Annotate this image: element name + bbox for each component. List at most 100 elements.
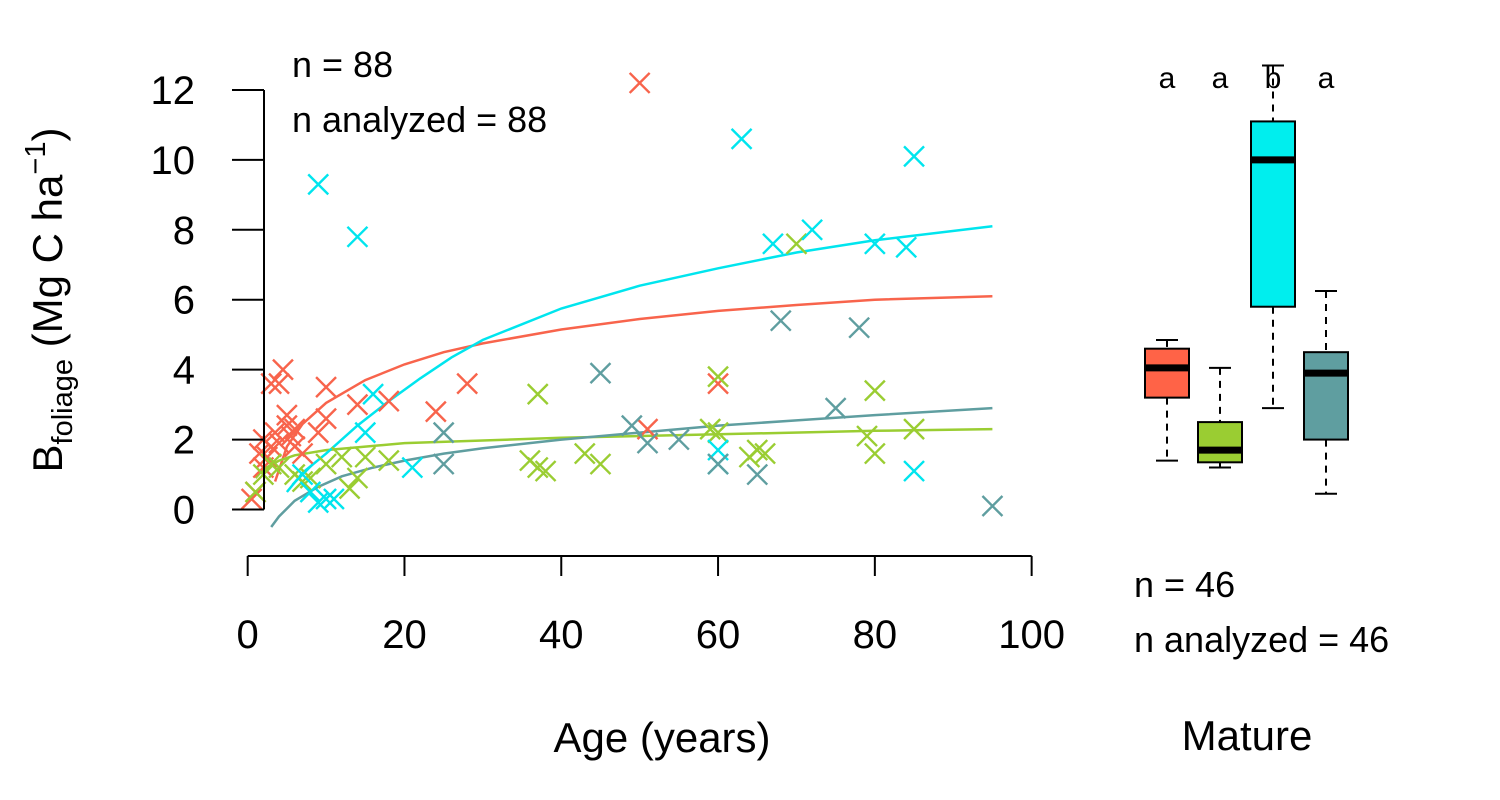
point-marker — [636, 432, 659, 454]
point-marker — [315, 376, 337, 398]
point-marker — [354, 446, 377, 468]
boxplot-1: a — [1197, 62, 1243, 469]
point-marker — [315, 453, 337, 475]
boxplot-panel: a a b a n = 46 n analyzed = 46 Mature — [1134, 62, 1389, 759]
boxplot-2: b — [1250, 62, 1296, 410]
point-marker — [346, 225, 369, 248]
y-tick-label: 12 — [151, 69, 196, 113]
point-marker — [903, 418, 925, 440]
point-marker — [272, 358, 294, 381]
y-axis-title-superscript: −1 — [20, 142, 52, 175]
fit-curve-2 — [285, 225, 993, 493]
point-marker — [401, 456, 424, 479]
point-marker — [628, 72, 651, 94]
point-marker — [346, 393, 369, 416]
point-marker — [346, 467, 369, 489]
point-marker — [362, 383, 384, 405]
point-marker — [730, 128, 753, 150]
y-axis-title-main: B — [24, 444, 71, 472]
point-marker — [903, 145, 925, 168]
point-marker — [746, 439, 769, 461]
y-axis-title-units: (Mg C ha — [24, 174, 71, 359]
point-marker — [707, 372, 729, 395]
point-marker — [589, 362, 612, 385]
box-iqr — [1197, 421, 1243, 464]
point-marker — [895, 236, 918, 259]
point-marker — [620, 414, 643, 437]
fit-curve-0 — [273, 294, 993, 482]
point-marker — [315, 407, 337, 430]
point-marker — [354, 421, 377, 444]
box-iqr — [1303, 351, 1349, 441]
point-marker — [526, 456, 549, 479]
point-marker — [707, 453, 729, 475]
point-marker — [307, 421, 330, 444]
boxplot-3: a — [1303, 62, 1349, 495]
point-marker — [801, 218, 823, 241]
point-marker — [268, 456, 290, 479]
point-marker — [699, 418, 722, 440]
point-marker — [903, 460, 925, 482]
box-iqr — [1250, 120, 1296, 308]
scatter-n-label: n = 88 — [292, 44, 393, 85]
point-marker — [323, 488, 345, 510]
point-marker — [432, 453, 455, 475]
mature-n-analyzed-label: n analyzed = 46 — [1134, 619, 1389, 660]
point-marker — [377, 390, 400, 412]
x-tick-label: 60 — [696, 613, 741, 657]
point-marker — [377, 449, 400, 472]
scatter-n-analyzed-label: n analyzed = 88 — [292, 99, 547, 140]
y-tick-label: 10 — [151, 139, 196, 183]
point-marker — [276, 404, 298, 426]
x-tick-label: 0 — [237, 613, 259, 657]
point-marker — [307, 491, 330, 514]
point-marker — [864, 232, 886, 255]
fit-curves — [254, 225, 993, 528]
point-marker — [824, 397, 847, 419]
point-marker — [707, 365, 729, 388]
point-marker — [754, 442, 776, 465]
significance-letter: a — [1318, 62, 1335, 95]
point-marker — [283, 418, 306, 440]
point-marker — [573, 442, 596, 465]
point-marker — [534, 460, 557, 482]
mature-n-label: n = 46 — [1134, 564, 1235, 605]
scatter-panel: 0 2 4 6 8 10 12 0 20 40 60 80 100 n = 88 n analyzed… — [20, 44, 1065, 761]
point-marker — [456, 372, 479, 395]
y-tick-label: 0 — [173, 489, 195, 533]
boxplot-0: a — [1144, 62, 1190, 462]
significance-letter: a — [1159, 62, 1176, 95]
point-marker — [762, 232, 784, 255]
significance-letter: a — [1212, 62, 1229, 95]
point-marker — [244, 481, 267, 503]
point-marker — [315, 488, 337, 510]
x-tick-label: 100 — [998, 613, 1065, 657]
x-axis: 0 20 40 60 80 100 — [237, 555, 1065, 657]
y-axis-title-close: ) — [24, 128, 71, 142]
point-marker — [240, 488, 263, 510]
y-tick-label: 6 — [173, 279, 195, 323]
point-marker — [330, 446, 353, 468]
point-marker — [707, 421, 729, 444]
y-tick-label: 4 — [173, 349, 195, 393]
point-marker — [864, 379, 886, 402]
point-marker — [769, 309, 792, 332]
y-axis-title-subscript: foliage — [47, 359, 79, 444]
point-marker — [291, 470, 314, 493]
point-marker — [291, 442, 314, 465]
significance-letter: b — [1265, 62, 1282, 95]
x-tick-label: 40 — [539, 613, 584, 657]
point-marker — [856, 425, 878, 447]
y-tick-label: 2 — [173, 419, 195, 463]
point-marker — [424, 400, 447, 423]
x-axis-title: Age (years) — [553, 714, 770, 761]
y-tick-label: 8 — [173, 209, 195, 253]
x-tick-label: 80 — [853, 613, 898, 657]
point-marker — [589, 453, 612, 475]
fit-curve-3 — [270, 406, 993, 528]
point-marker — [746, 463, 769, 486]
boxplot-x-title: Mature — [1182, 712, 1313, 759]
point-marker — [864, 442, 886, 465]
